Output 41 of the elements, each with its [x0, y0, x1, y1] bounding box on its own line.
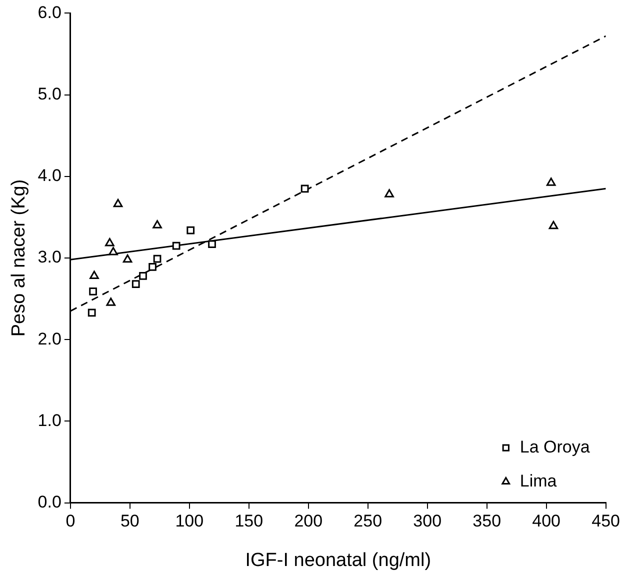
point: [208, 240, 216, 248]
point: [108, 247, 118, 256]
x-tick-label: 0: [66, 512, 76, 531]
x-tick-label: 400: [532, 512, 561, 531]
point: [546, 178, 556, 186]
point: [172, 242, 180, 250]
y-tick-label: 4.0: [38, 166, 62, 186]
point: [384, 189, 394, 198]
point: [186, 226, 195, 234]
x-tick-label: 50: [120, 512, 140, 531]
y-tick-label: 3.0: [38, 248, 62, 267]
y-axis-title: Peso al nacer (Kg): [8, 179, 30, 337]
y-tick-label: 1.0: [38, 410, 62, 430]
point: [89, 288, 97, 296]
legend-label: Lima: [520, 471, 558, 490]
point: [300, 184, 309, 193]
y-tick-label: 0.0: [38, 492, 62, 512]
y-tick-label: 2.0: [38, 329, 62, 348]
x-tick-label: 150: [234, 512, 264, 531]
point: [132, 280, 140, 288]
x-tick-label: 200: [294, 512, 323, 531]
point: [548, 220, 558, 230]
point: [88, 308, 96, 317]
point: [122, 254, 132, 263]
x-axis-title: IGF-I neonatal (ng/ml): [245, 550, 432, 571]
point: [148, 263, 156, 271]
y-tick-label: 5.0: [38, 84, 62, 104]
legend-label: La Oroya: [520, 437, 590, 456]
point: [153, 254, 162, 263]
point: [139, 272, 147, 280]
point: [106, 298, 116, 306]
point: [90, 270, 99, 279]
x-tick-label: 250: [354, 512, 382, 531]
y-tick-label: 6.0: [38, 2, 62, 22]
x-tick-label: 300: [413, 512, 442, 531]
x-tick-label: 350: [472, 512, 502, 531]
point: [152, 220, 162, 228]
point: [113, 198, 123, 208]
x-tick-label: 100: [175, 512, 204, 531]
x-tick-label: 450: [592, 512, 620, 531]
point: [105, 238, 114, 246]
